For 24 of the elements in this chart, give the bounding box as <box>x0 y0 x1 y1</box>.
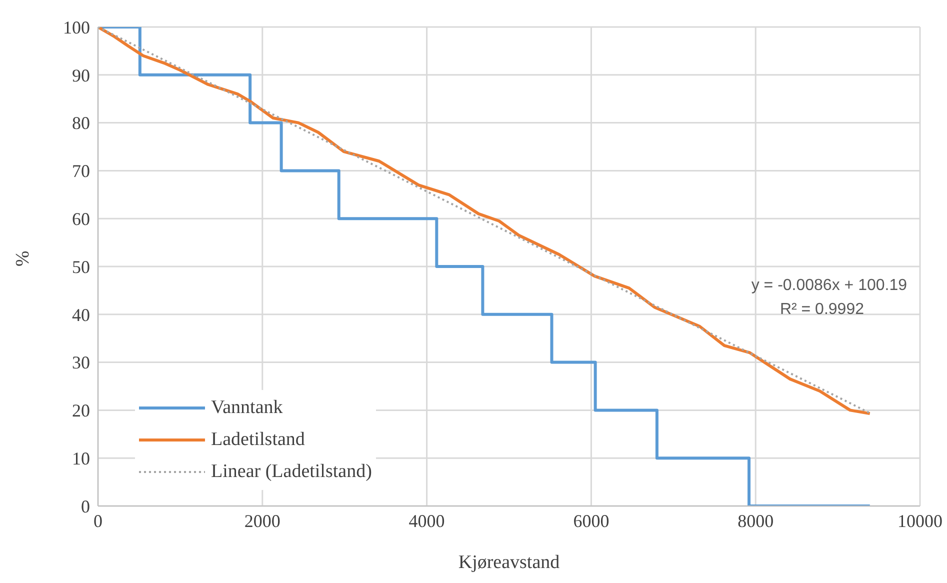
x-tick-label: 2000 <box>244 510 280 531</box>
x-tick-label: 4000 <box>408 510 445 531</box>
y-tick-label: 100 <box>63 17 90 38</box>
y-tick-label: 70 <box>72 161 90 182</box>
y-axis-title: % <box>12 250 34 266</box>
y-tick-label: 90 <box>72 65 90 86</box>
annotation: R² = 0.9992 <box>780 301 864 318</box>
y-tick-label: 30 <box>72 352 90 373</box>
x-tick-label: 6000 <box>573 510 610 531</box>
y-tick-label: 0 <box>81 496 90 516</box>
annotation: y = -0.0086x + 100.19 <box>751 277 908 294</box>
y-tick-label: 80 <box>72 113 90 134</box>
y-tick-label: 50 <box>72 256 90 277</box>
x-axis-title: Kjøreavstand <box>458 552 560 573</box>
y-tick-label: 40 <box>72 304 90 325</box>
y-tick-label: 20 <box>72 400 90 421</box>
x-tick-label: 0 <box>94 510 102 531</box>
y-tick-label: 60 <box>72 208 90 229</box>
x-tick-label: 8000 <box>738 510 774 531</box>
legend-label: Ladetilstand <box>211 429 305 451</box>
y-tick-label: 10 <box>72 448 90 468</box>
x-tick-label: 10000 <box>898 510 942 531</box>
legend-label: Linear (Ladetilstand) <box>211 461 372 483</box>
legend-label: Vanntank <box>211 397 283 419</box>
